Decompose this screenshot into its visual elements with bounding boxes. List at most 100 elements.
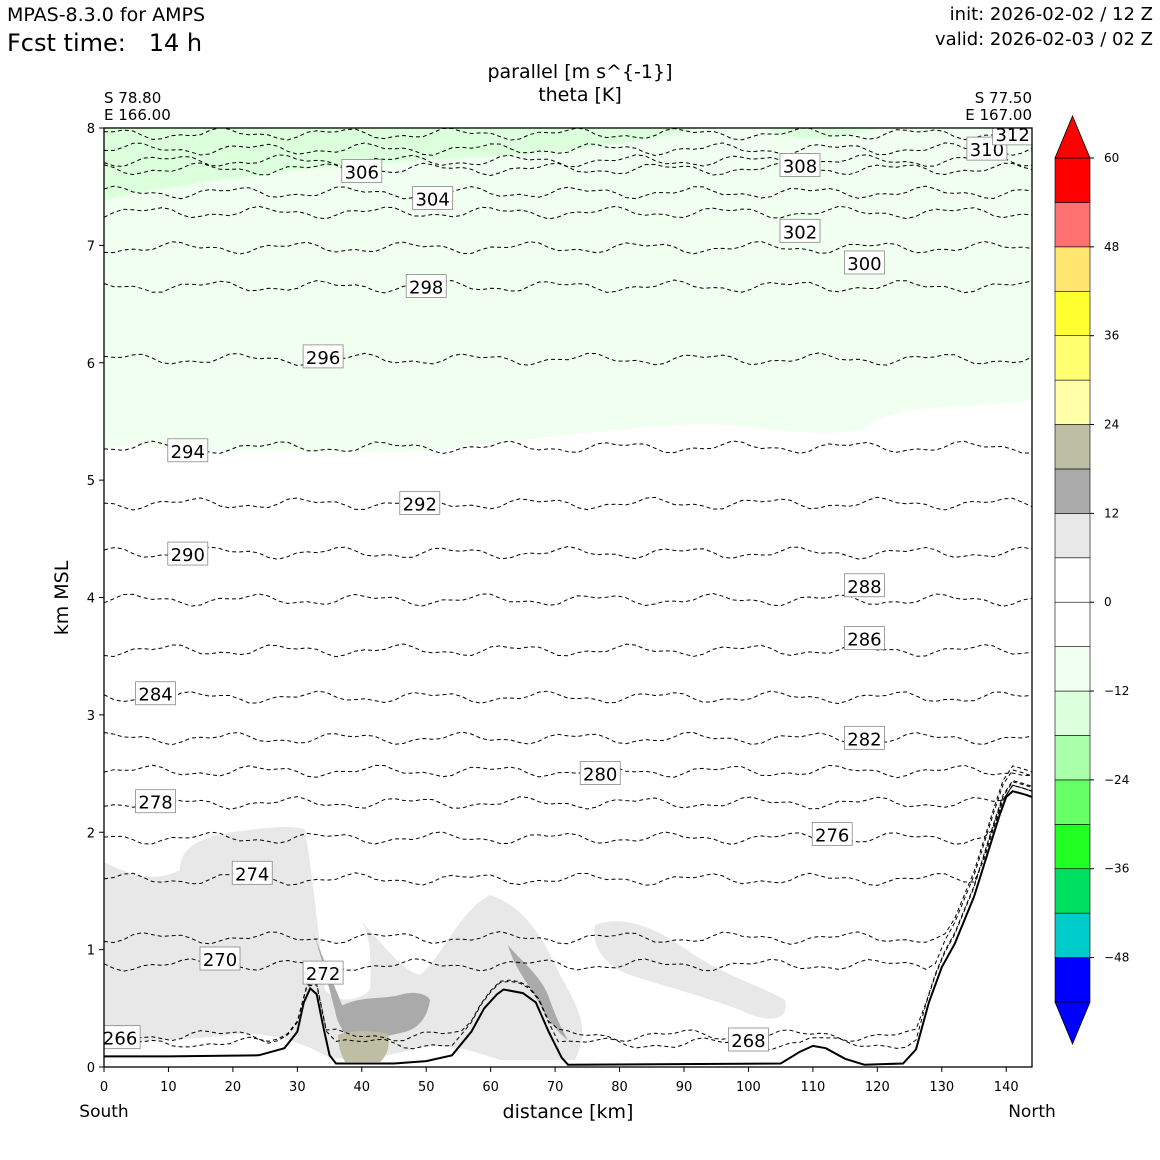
colorbar-tick-label: −12 [1104, 684, 1129, 698]
init-time: init: 2026-02-02 / 12 Z [949, 4, 1153, 25]
green-region-upper-right [770, 128, 880, 139]
y-axis-label: km MSL [51, 560, 73, 635]
y-tick-label: 1 [87, 944, 95, 959]
colorbar-segment [1054, 379, 1091, 425]
theta-contour-280 [104, 764, 1032, 779]
chart-title-line2: theta [K] [538, 84, 622, 106]
colorbar-segment [1054, 246, 1091, 292]
forecast-time: Fcst time: 14 h [7, 29, 202, 57]
contour-label-text: 294 [171, 442, 205, 463]
x-tick-label: 10 [160, 1080, 177, 1095]
colorbar-segment [1054, 735, 1091, 781]
contour-label-text: 278 [138, 793, 172, 814]
theta-contour-304 [104, 185, 1032, 200]
colorbar-tick-label: 48 [1104, 240, 1119, 254]
theta-contour-274 [104, 784, 1032, 886]
colorbar-extend-high [1054, 114, 1091, 159]
green-region-upper-left [104, 128, 700, 200]
right-lon-label: E 167.00 [965, 106, 1032, 124]
theta-contour-284 [104, 690, 1032, 705]
contour-label-text: 288 [847, 577, 881, 598]
contour-label-302: 302 [779, 218, 821, 243]
south-end-label: South [79, 1102, 128, 1122]
left-lon-label: E 166.00 [104, 106, 171, 124]
colorbar: 60 48 36 24 12 0 −12 −24 −36 −48 [1054, 114, 1129, 1046]
theta-contour-300 [104, 240, 1032, 255]
contour-label-text: 312 [995, 125, 1029, 146]
dark-grey-region-c [508, 945, 568, 1040]
colorbar-segment [1054, 335, 1091, 381]
colorbar-segment [1054, 601, 1091, 647]
x-tick-label: 20 [225, 1080, 242, 1095]
x-tick-label: 60 [482, 1080, 499, 1095]
grey-region-left [104, 827, 583, 1060]
chart-title-line1: parallel [m s^{-1}] [487, 61, 672, 83]
contour-label-text: 306 [345, 162, 379, 183]
contour-label-268: 268 [728, 1027, 769, 1052]
theta-contour-308 [104, 154, 1032, 168]
light-green-region [104, 128, 1032, 453]
x-tick-label: 140 [994, 1080, 1019, 1095]
colorbar-segment [1054, 912, 1091, 958]
north-end-label: North [1008, 1102, 1056, 1122]
y-tick-label: 3 [87, 709, 95, 724]
x-tick-label: 130 [929, 1080, 954, 1095]
left-lat-label: S 78.80 [104, 89, 161, 107]
y-tick-label: 4 [87, 592, 95, 607]
theta-contour-294 [104, 440, 1032, 455]
theta-contour-302 [104, 205, 1032, 220]
colorbar-tick-label: 12 [1104, 506, 1119, 520]
colorbar-tick-label: 0 [1104, 595, 1112, 609]
y-tick-label: 0 [87, 1061, 95, 1076]
colorbar-segment [1054, 290, 1091, 336]
contour-label-text: 266 [103, 1029, 137, 1050]
theta-contour-292 [104, 496, 1032, 511]
colorbar-segment [1054, 779, 1091, 825]
x-tick-label: 50 [418, 1080, 435, 1095]
contour-label-304: 304 [412, 186, 454, 210]
colorbar-segment [1054, 557, 1091, 603]
theta-contour-272 [104, 765, 1032, 945]
x-axis-label: distance [km] [503, 1101, 634, 1123]
colorbar-segment [1054, 468, 1091, 514]
theta-contour-286 [104, 643, 1032, 658]
x-tick-label: 100 [736, 1080, 761, 1095]
valid-time: valid: 2026-02-03 / 02 Z [935, 29, 1153, 50]
contour-label-270: 270 [199, 946, 241, 971]
theta-contour-lines [104, 128, 1032, 1051]
y-tick-label: 7 [87, 239, 95, 254]
x-axis: 0 10 20 30 40 50 60 70 80 90 100 110 120 130 140 [100, 1067, 1019, 1095]
contour-label-274: 274 [231, 860, 273, 885]
theta-contour-270 [104, 769, 1032, 972]
colorbar-segment [1054, 690, 1091, 736]
colorbar-segment [1054, 157, 1091, 203]
theta-contour-labels: 266 268 270 272 274 276 278 280 282 284 286 288 290 2… [103, 125, 1032, 1052]
contour-label-288: 288 [844, 573, 885, 598]
contour-label-292: 292 [399, 491, 441, 516]
terrain-outline [104, 790, 1032, 1066]
contour-label-text: 300 [847, 254, 881, 275]
contour-label-296: 296 [302, 344, 344, 369]
theta-contour-288 [104, 592, 1032, 607]
contour-label-text: 308 [783, 157, 817, 178]
theta-contour-276 [104, 784, 1032, 846]
x-tick-label: 70 [547, 1080, 564, 1095]
contour-label-text: 282 [847, 729, 881, 750]
theta-contour-282 [104, 731, 1032, 746]
plot-area: 266 268 270 272 274 276 278 280 282 284 286 288 290 2… [103, 125, 1032, 1066]
contour-label-280: 280 [579, 761, 621, 786]
contour-label-284: 284 [135, 681, 176, 706]
fcst-label: Fcst time: [7, 29, 126, 57]
contour-label-282: 282 [844, 725, 885, 750]
theta-contour-296 [104, 352, 1032, 367]
x-tick-label: 120 [865, 1080, 890, 1095]
contour-label-text: 304 [415, 189, 449, 210]
y-tick-label: 6 [87, 357, 95, 372]
y-tick-label: 5 [87, 474, 95, 489]
colorbar-tick-label: 36 [1104, 329, 1119, 343]
colorbar-tick-label: 24 [1104, 418, 1119, 432]
olive-region [338, 1031, 389, 1062]
dark-grey-region-b [335, 992, 430, 1040]
y-tick-label: 8 [87, 122, 95, 137]
